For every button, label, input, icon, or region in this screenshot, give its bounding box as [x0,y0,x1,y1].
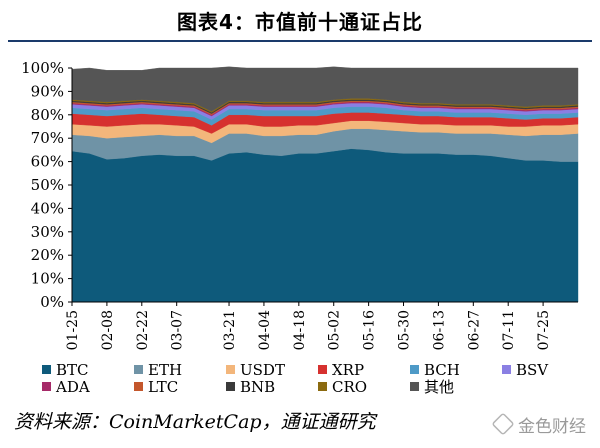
legend-label: XRP [332,361,364,379]
x-tick-label: 05-30 [397,310,413,350]
x-tick-label: 03-21 [222,310,238,350]
axes-group: 0% 10% 20% 30% 40% 50% 60% 70% 80% 90% 100% 01-25 02… [21,59,578,350]
y-tick-label: 100% [21,59,64,77]
y-tick-label: 10% [31,270,64,288]
legend-swatch [318,365,327,374]
legend-label: 其他 [424,378,454,396]
area-series-group [71,66,579,303]
y-tick-label: 40% [31,199,64,217]
legend-label: BTC [56,361,89,379]
y-tick-label: 70% [31,129,64,147]
legend: BTC ETH USDT XRP BCH BSV ADA LTC BNB CRO 其他 [42,361,549,396]
x-tick-label: 01-25 [65,310,81,350]
watermark-logo-icon [491,412,515,436]
legend-swatch [410,382,419,391]
legend-label: LTC [148,378,178,396]
x-tick-label: 04-18 [292,310,308,350]
x-tick-label: 04-04 [257,310,273,350]
legend-swatch [134,382,143,391]
y-tick-label: 90% [31,82,64,100]
y-tick-label: 80% [31,106,64,124]
watermark-text: 金色财经 [518,417,586,437]
area--10 [71,66,579,112]
y-tick-label: 30% [31,223,64,241]
legend-swatch [134,365,143,374]
legend-label: ADA [55,378,90,396]
legend-swatch [410,365,419,374]
legend-swatch [42,365,51,374]
watermark: 金色财经 [491,412,586,437]
legend-label: USDT [240,361,285,379]
legend-swatch [318,382,327,391]
y-tick-label: 50% [31,176,64,194]
x-tick-label: 05-16 [362,310,378,350]
x-tick-label: 02-08 [100,310,116,350]
legend-swatch [502,365,511,374]
legend-label: ETH [148,361,182,379]
x-tick-label: 07-25 [536,310,552,350]
legend-label: CRO [332,378,367,396]
y-tick-label: 60% [31,153,64,171]
legend-swatch [42,382,51,391]
x-tick-label: 06-13 [431,310,447,350]
chart-title: 图表4：市值前十通证占比 [177,10,423,34]
y-tick-label: 0% [40,293,64,311]
title-divider [8,40,592,42]
legend-swatch [226,382,235,391]
area-btc-0 [71,148,579,303]
x-tick-label: 07-11 [501,310,517,350]
x-tick-label: 06-27 [466,310,482,350]
x-tick-label: 05-02 [327,310,343,350]
x-tick-label: 03-07 [170,310,186,350]
y-tick-label: 20% [31,246,64,264]
legend-label: BSV [516,361,549,379]
source-note: 资料来源：CoinMarketCap，通证通研究 [14,411,376,433]
legend-label: BNB [240,378,275,396]
legend-label: BCH [424,361,460,379]
x-tick-label: 02-22 [135,310,151,350]
legend-swatch [226,365,235,374]
